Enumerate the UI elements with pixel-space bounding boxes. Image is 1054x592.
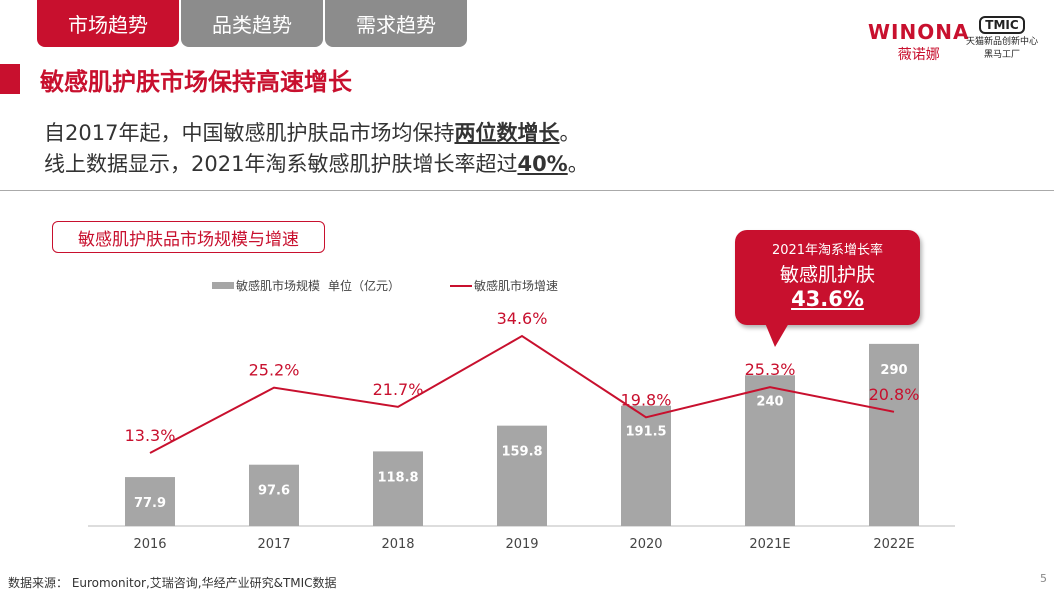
page-number: 5	[1040, 572, 1047, 585]
x-tick-label: 2018	[381, 537, 414, 552]
line-value-label: 19.8%	[621, 390, 672, 409]
growth-line	[149, 334, 895, 454]
bar	[869, 343, 919, 526]
bar	[125, 477, 175, 526]
bar-value-label: 159.8	[501, 445, 542, 460]
line-value-label: 20.8%	[869, 385, 920, 404]
bar	[373, 451, 423, 526]
x-tick-label: 2021E	[749, 537, 790, 552]
legend-bar-label: 敏感肌市场规模	[236, 279, 321, 293]
bar-value-label: 240	[756, 394, 783, 409]
legend-bar-swatch	[212, 282, 234, 289]
title-marker	[0, 64, 20, 94]
callout: 2021年淘系增长率 敏感肌护肤 43.6%	[735, 230, 920, 347]
chart-title: 敏感肌护肤品市场规模与增速	[52, 221, 325, 253]
legend-line-label: 敏感肌市场增速	[474, 279, 559, 293]
x-tick-label: 2022E	[873, 537, 914, 552]
x-tick-label: 2019	[505, 537, 538, 552]
divider	[0, 190, 1054, 191]
line-value-label: 21.7%	[373, 380, 424, 399]
line-value-label: 34.6%	[497, 309, 548, 328]
tmic-logo: TMIC 天猫新品创新中心 黑马工厂	[965, 16, 1038, 60]
bar-value-label: 118.8	[377, 470, 418, 485]
bar	[621, 405, 671, 526]
x-tick-label: 2020	[629, 537, 662, 552]
bar	[497, 425, 547, 526]
bar-value-label: 77.9	[134, 496, 166, 511]
line-value-label: 25.2%	[249, 361, 300, 380]
subtitle-line-2: 线上数据显示，2021年淘系敏感肌护肤增长率超过40%。	[44, 152, 589, 176]
tab-category-trend[interactable]: 品类趋势	[181, 0, 323, 47]
x-tick-label: 2016	[133, 537, 166, 552]
legend-line-swatch	[450, 284, 473, 287]
bar	[249, 464, 299, 526]
legend: 敏感肌市场规模 单位（亿元） 敏感肌市场增速	[212, 277, 558, 294]
page-title: 敏感肌护肤市场保持高速增长	[40, 68, 352, 96]
bar-value-label: 191.5	[625, 425, 666, 440]
bar-value-label: 97.6	[258, 484, 290, 499]
source-note: 数据来源： Euromonitor,艾瑞咨询,华经产业研究&TMIC数据	[8, 576, 337, 590]
bar-value-label: 290	[880, 363, 907, 378]
tab-market-trend[interactable]: 市场趋势	[37, 0, 179, 47]
tab-demand-trend[interactable]: 需求趋势	[325, 0, 467, 47]
line-value-label: 25.3%	[745, 360, 796, 379]
x-tick-label: 2017	[257, 537, 290, 552]
winona-logo: WINONA 薇诺娜	[868, 20, 970, 63]
line-value-label: 13.3%	[125, 426, 176, 445]
bar	[745, 375, 795, 526]
subtitle-line-1: 自2017年起，中国敏感肌护肤品市场均保持两位数增长。	[44, 121, 581, 145]
legend-unit: 单位（亿元）	[328, 279, 401, 293]
